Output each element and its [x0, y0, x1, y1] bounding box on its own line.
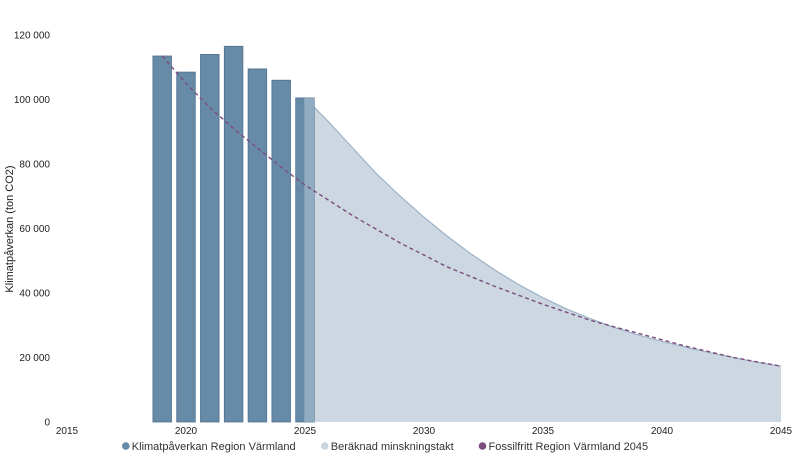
area-beraknad-minskningstakt [305, 97, 781, 423]
bar-overlap-2025 [304, 97, 315, 423]
legend-item: Fossilfritt Region Värmland 2045 [478, 441, 649, 453]
area-layer [304, 97, 782, 423]
legend-item: Klimatpåverkan Region Värmland [122, 441, 296, 453]
y-axis-ticks: 0 20 000 40 000 60 000 80 000 100 000 120 000 [14, 31, 51, 429]
x-tick-label: 2015 [56, 426, 79, 437]
bar-2022 [223, 45, 244, 423]
x-tick-label: 2040 [651, 426, 674, 437]
y-axis-title: Klimatpåverkan (ton CO2) [4, 165, 16, 292]
legend-marker [478, 442, 487, 450]
legend-item: Beräknad minskningstakt [321, 441, 454, 453]
legend-marker [122, 442, 130, 450]
y-tick-label: 20 000 [19, 353, 50, 364]
y-tick-label: 100 000 [14, 95, 51, 106]
bar-2020 [176, 71, 196, 423]
y-tick-label: 40 000 [19, 289, 50, 300]
legend-label: Fossilfritt Region Värmland 2045 [489, 441, 649, 453]
legend: Klimatpåverkan Region Värmland Beräknad m… [122, 441, 648, 453]
line-layer [161, 55, 782, 367]
legend-marker [321, 442, 329, 450]
x-tick-label: 2035 [532, 426, 555, 437]
area-top-edge [304, 97, 782, 367]
legend-label: Beräknad minskningstakt [331, 441, 454, 453]
y-tick-label: 120 000 [14, 31, 51, 42]
bar-2021 [200, 54, 220, 423]
x-tick-label: 2020 [175, 426, 198, 437]
y-tick-label: 60 000 [19, 224, 50, 235]
x-tick-label: 2025 [294, 426, 317, 437]
y-tick-label: 80 000 [19, 160, 50, 171]
bar-2019 [152, 55, 172, 423]
y-tick-label: 0 [44, 418, 50, 429]
bar-2024 [271, 79, 291, 423]
line-fossilfritt-2045 [161, 55, 782, 367]
x-tick-label: 2030 [413, 426, 436, 437]
bar-2023 [247, 68, 268, 423]
x-tick-label: 2045 [770, 426, 793, 437]
legend-label: Klimatpåverkan Region Värmland [132, 441, 296, 453]
bar-layer [152, 45, 315, 423]
x-axis-ticks: 2015 2020 2025 2030 2035 2040 2045 [56, 426, 793, 437]
